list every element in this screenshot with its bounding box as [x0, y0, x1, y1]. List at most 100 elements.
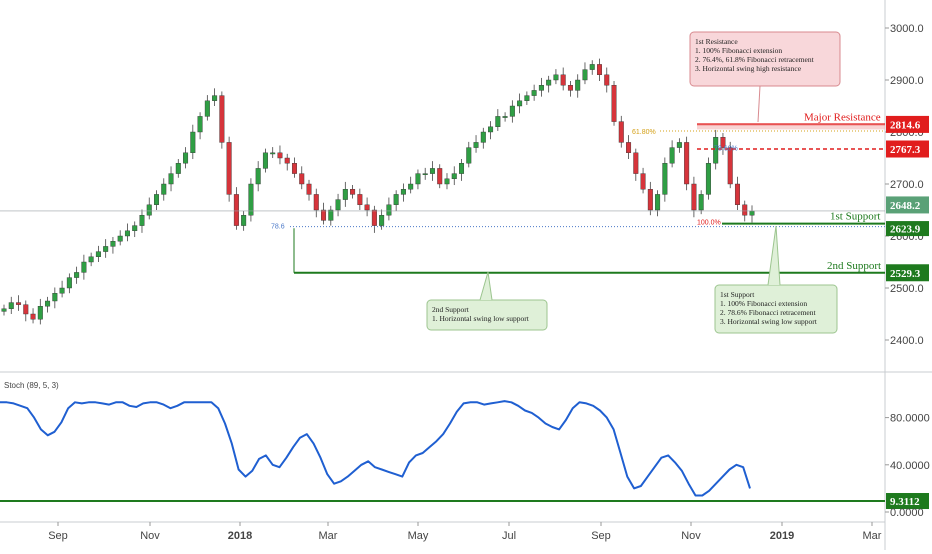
candle-body — [495, 116, 501, 128]
price-tick-label: 2400.0 — [890, 335, 924, 347]
time-tick-label: Jul — [502, 530, 516, 542]
candle-body — [466, 147, 472, 164]
candle-body — [502, 116, 508, 118]
candle-body — [473, 142, 479, 148]
resistance-note-line: 1. 100% Fibonacci extension — [695, 46, 782, 55]
first-support-label: 1st Support — [830, 211, 880, 223]
support1-note-line: 3. Horizontal swing low support — [720, 317, 818, 326]
candle-body — [342, 188, 348, 200]
resistance-note-line: 1st Resistance — [695, 37, 738, 46]
major-resistance-label: Major Resistance — [804, 111, 881, 123]
candle-body — [698, 194, 704, 211]
candle-body — [277, 152, 283, 159]
candle-body — [154, 194, 160, 205]
second-support-label: 2nd Support — [827, 260, 881, 272]
candle-body — [517, 100, 523, 107]
candle-body — [117, 235, 123, 242]
price-tick-label: 2900.0 — [890, 75, 924, 87]
candle-body — [139, 214, 145, 226]
fib-label: 78.60% — [714, 146, 738, 153]
candle-body — [618, 121, 624, 143]
support1-note-line: 1. 100% Fibonacci extension — [720, 299, 807, 308]
candle-body — [357, 194, 363, 205]
candle-body — [669, 147, 675, 164]
candle-body — [560, 74, 566, 86]
time-tick-label: Sep — [48, 530, 68, 542]
candle-body — [480, 131, 486, 143]
candle-body — [23, 304, 29, 315]
price-tick-label: 2500.0 — [890, 283, 924, 295]
price-tick-label: 2700.0 — [890, 179, 924, 191]
candle-body — [364, 204, 370, 211]
candle-body — [350, 188, 356, 195]
time-tick-label: May — [408, 530, 429, 542]
candle-body — [291, 162, 297, 174]
price-tag-label: 2648.2 — [890, 200, 921, 212]
candle-body — [270, 152, 276, 155]
fib-label: 100.0% — [697, 219, 721, 226]
candle-body — [524, 95, 530, 101]
candle-body — [168, 173, 174, 185]
candle-body — [371, 209, 377, 226]
fib-label: 61.80% — [632, 129, 656, 136]
price-tag-label: 2814.6 — [890, 119, 921, 131]
stoch-tick-label: 0.0000 — [890, 507, 924, 519]
candle-body — [684, 142, 690, 185]
candle-body — [335, 199, 341, 211]
candle-body — [16, 302, 22, 305]
candle-body — [37, 306, 43, 320]
price-tag-bg — [886, 196, 929, 214]
candles — [1, 58, 755, 325]
candle-body — [132, 225, 138, 232]
candle-body — [219, 95, 225, 143]
stoch-tag-label: 9.3112 — [890, 496, 920, 508]
candle-body — [582, 69, 588, 81]
candle-body — [626, 142, 632, 153]
candle-body — [589, 64, 595, 70]
candle-body — [647, 188, 653, 211]
candle-body — [437, 168, 443, 185]
stoch-tick-label: 80.0000 — [890, 413, 930, 425]
candle-body — [284, 157, 290, 164]
candle-body — [400, 188, 406, 195]
stoch-line — [0, 400, 751, 497]
support1-note-pointer — [767, 225, 781, 286]
time-tick-label: Nov — [681, 530, 701, 542]
candle-body — [429, 168, 435, 174]
candle-body — [415, 173, 421, 185]
candle-body — [713, 136, 719, 164]
price-tag-bg — [886, 264, 929, 282]
support1-note-line: 1st Support — [720, 290, 755, 299]
candle-body — [66, 277, 72, 289]
candle-body — [30, 313, 36, 320]
fib-label: 78.6 — [271, 224, 285, 231]
candle-body — [248, 183, 254, 216]
stoch-title: Stoch (89, 5, 3) — [4, 381, 59, 390]
candle-body — [1, 308, 7, 312]
candle-body — [146, 204, 152, 216]
candle-body — [567, 84, 573, 91]
candle-body — [531, 90, 537, 96]
price-tag-bg — [886, 140, 929, 158]
candle-body — [393, 194, 399, 205]
candle-body — [233, 194, 239, 226]
candle-body — [734, 183, 740, 205]
overlays: Major Resistance 1st Support 2nd Support 61… — [0, 111, 885, 274]
candle-body — [655, 194, 661, 211]
candle-body — [8, 302, 14, 309]
candle-body — [88, 256, 94, 263]
candle-body — [538, 84, 544, 91]
candle-body — [633, 152, 639, 174]
candle-body — [575, 79, 581, 91]
candle-body — [691, 183, 697, 211]
support1-note-line: 2. 78.6% Fibonacci retracement — [720, 308, 817, 317]
time-tick-label: Mar — [863, 530, 882, 542]
candle-body — [45, 300, 51, 307]
resistance-zone — [697, 124, 885, 130]
price-tag-label: 2767.3 — [890, 144, 921, 156]
resistance-note-pointer — [757, 85, 761, 123]
candle-body — [596, 64, 602, 76]
